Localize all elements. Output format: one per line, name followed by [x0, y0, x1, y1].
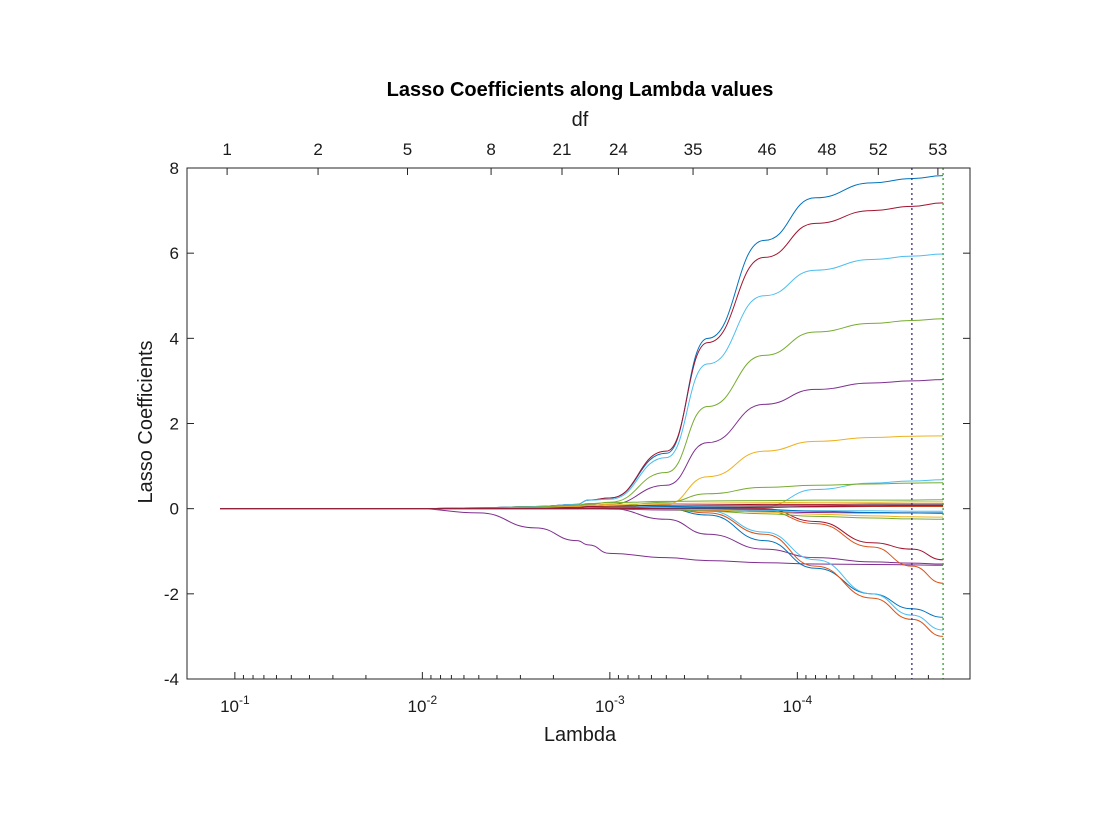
x-tick-label: 10-1: [220, 693, 250, 716]
y-tick-label: 2: [170, 415, 179, 434]
reference-lines: [911, 168, 944, 679]
df-tick-label: 48: [818, 140, 837, 159]
x-axis-label: Lambda: [544, 724, 617, 746]
df-tick-label: 1: [222, 140, 231, 159]
y-tick-label: 0: [170, 500, 179, 519]
y-axis-label: Lasso Coefficients: [135, 340, 157, 503]
df-axis-ticks: 1 2 5 8 21 24 35 46 48 52 53: [222, 140, 947, 175]
y-tick-label: 4: [170, 329, 179, 348]
coefficient-path-26: [220, 505, 944, 510]
df-tick-label: 52: [869, 140, 888, 159]
chart-title: Lasso Coefficients along Lambda values: [387, 79, 774, 101]
df-tick-label: 53: [928, 140, 947, 159]
x-tick-label: 10-4: [783, 693, 813, 716]
series-layer: [220, 175, 944, 637]
df-tick-label: 46: [758, 140, 777, 159]
plot-area: [220, 168, 944, 679]
y-tick-label: 6: [170, 244, 179, 263]
df-tick-label: 24: [609, 140, 628, 159]
df-tick-label: 21: [553, 140, 572, 159]
y-axis-ticks: -4 -2 0 2 4 6 8: [164, 159, 970, 689]
x-axis-ticks: 10-1 10-2 10-3 10-4: [220, 672, 929, 716]
y-tick-label: 8: [170, 159, 179, 178]
df-tick-label: 2: [313, 140, 322, 159]
x-tick-label: 10-3: [595, 693, 625, 716]
top-axis-label: df: [572, 109, 589, 131]
y-tick-label: -2: [164, 585, 179, 604]
df-tick-label: 5: [403, 140, 412, 159]
x-tick-label: 10-2: [408, 693, 438, 716]
df-tick-label: 35: [684, 140, 703, 159]
y-tick-label: -4: [164, 670, 179, 689]
df-tick-label: 8: [486, 140, 495, 159]
